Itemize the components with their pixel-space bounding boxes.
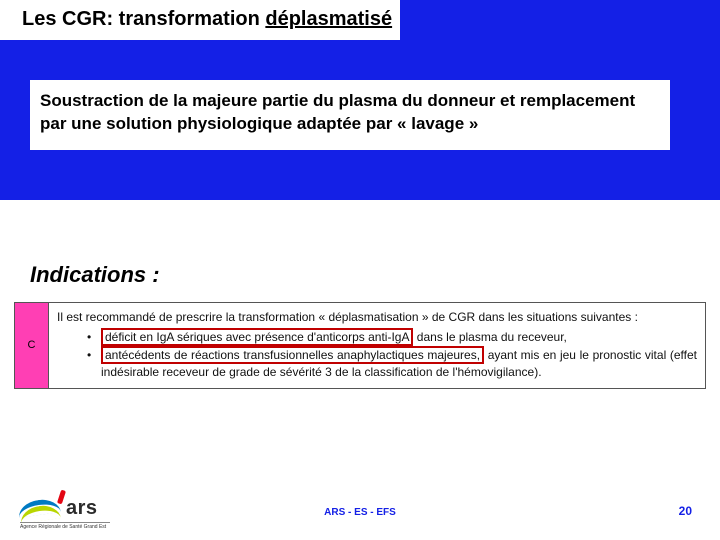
bullet-tail: dans le plasma du receveur,	[413, 330, 566, 344]
recommendation-table: C Il est recommandé de prescrire la tran…	[14, 302, 706, 389]
recommendation-body: Il est recommandé de prescrire la transf…	[49, 303, 705, 388]
title-underlined: déplasmatisé	[265, 8, 392, 30]
slide-title: Les CGR: transformation déplasmatisé	[0, 0, 400, 40]
description-text: Soustraction de la majeure partie du pla…	[30, 80, 670, 150]
highlight-box: antécédents de réactions transfusionnell…	[101, 346, 484, 364]
indications-heading: Indications :	[30, 262, 160, 288]
logo-stem-icon	[57, 490, 66, 505]
highlight-box: déficit en IgA sériques avec présence d'…	[101, 328, 413, 346]
title-prefix: Les CGR: transformation	[22, 8, 265, 30]
bullet-list: déficit en IgA sériques avec présence d'…	[57, 325, 697, 380]
footer-center: ARS - ES - EFS	[0, 507, 720, 518]
recommendation-intro: Il est recommandé de prescrire la transf…	[57, 309, 697, 325]
page-number: 20	[679, 504, 692, 518]
logo-caption: Agence Régionale de Santé Grand Est	[20, 522, 110, 530]
bullet-item: déficit en IgA sériques avec présence d'…	[87, 329, 697, 345]
bullet-item: antécédents de réactions transfusionnell…	[87, 347, 697, 379]
grade-cell: C	[15, 303, 49, 388]
